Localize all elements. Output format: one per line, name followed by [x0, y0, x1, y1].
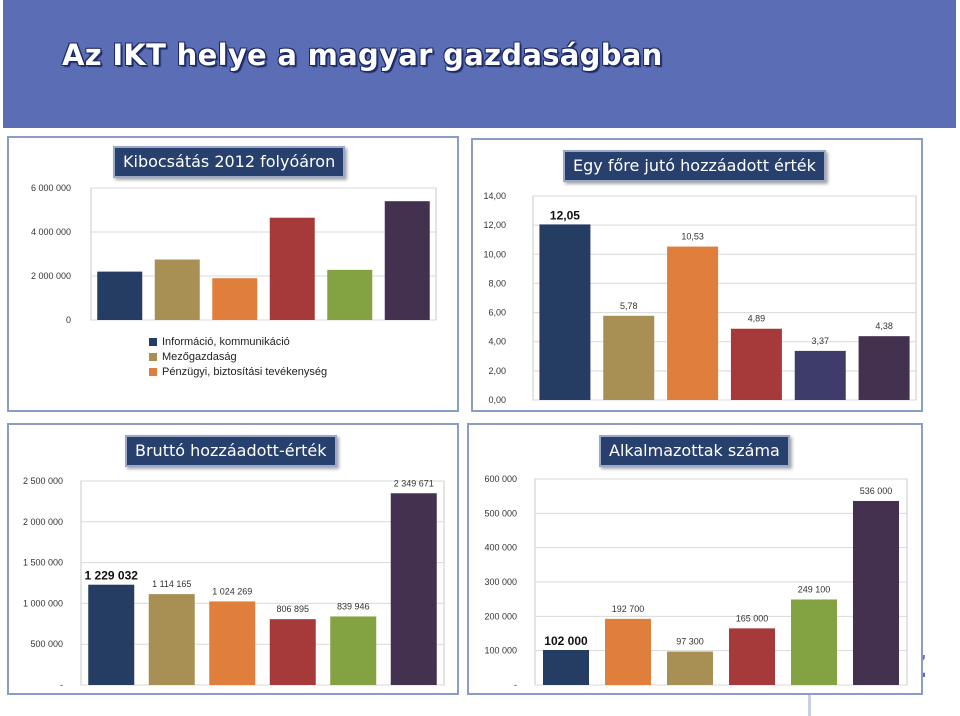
- y-tick-label: 200 000: [484, 611, 517, 621]
- y-tick-label: 2 000 000: [23, 517, 63, 527]
- bar: [148, 594, 195, 685]
- y-tick-label: 0: [66, 315, 71, 325]
- data-label: 1 114 165: [152, 579, 191, 589]
- y-tick-label: 300 000: [484, 577, 517, 587]
- data-label: 4,89: [748, 314, 766, 324]
- plot-area: [90, 187, 437, 321]
- bar: [730, 328, 782, 400]
- chart-panel-kibocsatas: 0 2 000 000 4 000 000 6 000 000 Kibocsátás …: [7, 136, 459, 412]
- bar: [539, 224, 591, 400]
- bar: [858, 336, 910, 400]
- bar: [603, 315, 655, 400]
- y-tick-label: -: [60, 680, 63, 690]
- chart-panel-egy-fore: 0,00 2,00 4,00 6,00 8,00 10,00 12,00 14,00 12,05…: [471, 138, 923, 412]
- bar: [327, 269, 373, 320]
- bar: [269, 217, 315, 320]
- plot-area: [80, 480, 445, 686]
- bar: [384, 201, 430, 320]
- logo-divider: [808, 680, 811, 716]
- plot-area: [532, 195, 917, 401]
- y-tick-label: 100 000: [484, 646, 517, 656]
- chart-kibocsatas: 0 2 000 000 4 000 000 6 000 000: [31, 183, 437, 325]
- chart-panel-brutto: - 500 000 1 000 000 1 500 000 2 000 000 2 500…: [7, 423, 459, 695]
- y-tick-label: 2 000 000: [31, 271, 71, 281]
- y-tick-label: 6,00: [488, 308, 506, 318]
- bar: [729, 628, 775, 685]
- data-label: 97 300: [676, 637, 704, 647]
- y-tick-label: 4 000 000: [31, 227, 71, 237]
- y-tick-label: 400 000: [484, 543, 517, 553]
- chart-title-kibocsatas: Kibocsátás 2012 folyóáron: [113, 146, 346, 178]
- slide-header: [3, 0, 956, 128]
- data-label: 10,53: [681, 232, 704, 242]
- chart-title-brutto: Bruttó hozzáadott-érték: [125, 435, 337, 467]
- bar: [209, 601, 256, 685]
- y-tick-label: 1 500 000: [23, 558, 63, 568]
- y-tick-label: 6 000 000: [31, 183, 71, 193]
- bar: [667, 246, 719, 400]
- bar: [154, 259, 200, 320]
- y-tick-label: 8,00: [488, 278, 506, 288]
- data-label: 5,78: [620, 301, 638, 311]
- slide-title: Az IKT helye a magyar gazdaságban: [62, 38, 663, 72]
- data-label: 839 946: [337, 601, 370, 611]
- y-tick-label: 0,00: [488, 395, 506, 405]
- chart-brutto: - 500 000 1 000 000 1 500 000 2 000 000 2 500…: [23, 476, 445, 690]
- bar: [605, 618, 651, 685]
- y-tick-label: 10,00: [483, 249, 506, 259]
- y-tick-label: 2 500 000: [23, 476, 63, 486]
- bar: [212, 278, 258, 320]
- data-label: 806 895: [276, 604, 309, 614]
- data-label: 102 000: [544, 634, 588, 648]
- y-tick-label: 600 000: [484, 474, 517, 484]
- data-label: 165 000: [736, 613, 769, 623]
- legend-label: Pénzügyi, biztosítási tevékenység: [162, 365, 328, 378]
- bar: [853, 500, 899, 685]
- y-tick-label: 12,00: [483, 220, 506, 230]
- data-label: 249 100: [798, 584, 831, 594]
- chart-legend-kibocsatas: Információ, kommunikáció Mezőgazdaság Pé…: [149, 334, 327, 379]
- data-label: 2 349 671: [394, 478, 434, 488]
- data-label: 536 000: [860, 486, 893, 496]
- bar: [97, 271, 143, 320]
- bar: [667, 651, 713, 685]
- y-tick-label: 14,00: [483, 191, 506, 201]
- data-label: 12,05: [550, 208, 580, 222]
- bar: [791, 599, 837, 685]
- bar: [88, 584, 135, 685]
- legend-item: Pénzügyi, biztosítási tevékenység: [149, 364, 327, 379]
- chart-title-alkalmazottak: Alkalmazottak száma: [599, 435, 790, 467]
- chart-title-egy-fore: Egy főre jutó hozzáadott érték: [563, 150, 826, 182]
- bar: [269, 619, 316, 685]
- bar: [390, 493, 437, 685]
- legend-item: Információ, kommunikáció: [149, 334, 327, 349]
- y-tick-label: -: [514, 680, 517, 690]
- y-tick-label: 500 000: [30, 639, 63, 649]
- data-label: 1 229 032: [85, 569, 139, 583]
- data-label: 1 024 269: [212, 586, 252, 596]
- bar: [543, 649, 589, 685]
- chart-egy-fore: 0,00 2,00 4,00 6,00 8,00 10,00 12,00 14,00 12,05…: [483, 191, 917, 405]
- y-tick-label: 2,00: [488, 366, 506, 376]
- y-tick-label: 4,00: [488, 337, 506, 347]
- data-label: 3,37: [811, 336, 829, 346]
- legend-item: Mezőgazdaság: [149, 349, 327, 364]
- bar: [794, 350, 846, 400]
- legend-label: Információ, kommunikáció: [162, 335, 290, 348]
- legend-swatch: [149, 367, 157, 376]
- chart-panel-alkalmazottak: - 100 000 200 000 300 000 400 000 500 000 600 …: [467, 423, 923, 695]
- data-label: 4,38: [875, 321, 893, 331]
- legend-label: Mezőgazdaság: [162, 350, 237, 363]
- y-tick-label: 500 000: [484, 508, 517, 518]
- legend-swatch: [149, 352, 157, 361]
- y-tick-label: 1 000 000: [23, 598, 63, 608]
- chart-alkalmazottak: - 100 000 200 000 300 000 400 000 500 000 600 …: [484, 474, 908, 690]
- bar: [330, 616, 377, 685]
- legend-swatch: [149, 337, 157, 346]
- data-label: 192 700: [612, 604, 645, 614]
